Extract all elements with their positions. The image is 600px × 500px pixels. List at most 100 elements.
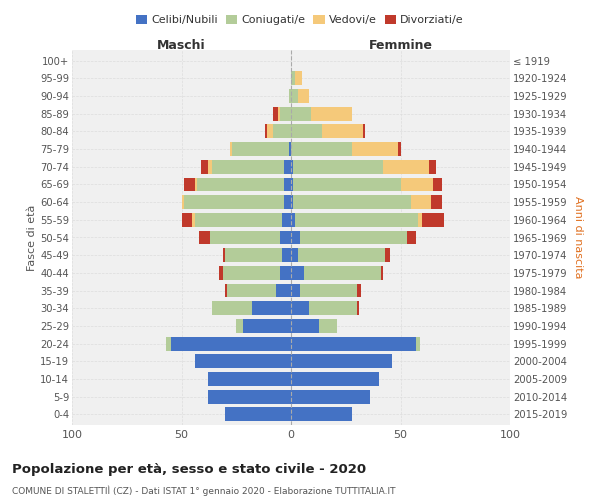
Bar [226, 284, 227, 298]
Bar [193, 213, 194, 226]
Bar [291, 72, 295, 85]
Bar [291, 408, 352, 422]
Bar [416, 336, 420, 350]
Bar [298, 248, 385, 262]
Bar [356, 284, 361, 298]
Bar [182, 213, 193, 226]
Text: Femmine: Femmine [368, 39, 433, 52]
Bar [275, 284, 291, 298]
Bar [210, 230, 280, 244]
Bar [232, 142, 289, 156]
Bar [280, 230, 291, 244]
Bar [300, 230, 407, 244]
Bar [418, 213, 422, 226]
Bar [401, 178, 433, 192]
Bar [182, 195, 184, 209]
Bar [289, 142, 291, 156]
Bar [230, 142, 232, 156]
Bar [265, 124, 267, 138]
Bar [251, 302, 291, 315]
Text: COMUNE DI STALETTIÌ (CZ) - Dati ISTAT 1° gennaio 2020 - Elaborazione TUTTITALIA.: COMUNE DI STALETTIÌ (CZ) - Dati ISTAT 1°… [12, 485, 395, 496]
Bar [422, 213, 444, 226]
Bar [284, 160, 291, 173]
Bar [291, 124, 322, 138]
Bar [291, 390, 370, 404]
Bar [280, 266, 291, 280]
Bar [212, 302, 251, 315]
Bar [274, 107, 278, 120]
Bar [194, 178, 197, 192]
Bar [201, 160, 208, 173]
Bar [291, 160, 293, 173]
Bar [289, 89, 291, 103]
Bar [208, 160, 212, 173]
Bar [293, 178, 401, 192]
Bar [398, 142, 401, 156]
Text: Maschi: Maschi [157, 39, 206, 52]
Bar [407, 230, 416, 244]
Bar [385, 248, 389, 262]
Bar [300, 284, 356, 298]
Bar [298, 89, 308, 103]
Bar [284, 195, 291, 209]
Bar [199, 230, 210, 244]
Bar [383, 160, 429, 173]
Bar [274, 124, 291, 138]
Bar [293, 195, 412, 209]
Bar [291, 354, 392, 368]
Bar [291, 302, 308, 315]
Bar [280, 107, 291, 120]
Bar [267, 124, 274, 138]
Bar [291, 319, 319, 333]
Bar [291, 178, 293, 192]
Bar [293, 160, 383, 173]
Bar [291, 248, 298, 262]
Bar [291, 195, 293, 209]
Bar [219, 266, 223, 280]
Bar [212, 160, 284, 173]
Bar [291, 230, 300, 244]
Bar [170, 336, 291, 350]
Bar [208, 372, 291, 386]
Bar [431, 195, 442, 209]
Bar [166, 336, 170, 350]
Legend: Celibi/Nubili, Coniugati/e, Vedovi/e, Divorziati/e: Celibi/Nubili, Coniugati/e, Vedovi/e, Di… [132, 10, 468, 30]
Y-axis label: Anni di nascita: Anni di nascita [573, 196, 583, 279]
Bar [291, 89, 298, 103]
Bar [223, 248, 226, 262]
Bar [197, 178, 284, 192]
Bar [291, 266, 304, 280]
Bar [282, 213, 291, 226]
Bar [291, 107, 311, 120]
Bar [291, 336, 416, 350]
Bar [194, 213, 282, 226]
Bar [226, 248, 282, 262]
Bar [291, 213, 295, 226]
Bar [356, 302, 359, 315]
Bar [284, 178, 291, 192]
Bar [227, 284, 275, 298]
Bar [243, 319, 291, 333]
Text: Popolazione per età, sesso e stato civile - 2020: Popolazione per età, sesso e stato civil… [12, 462, 366, 475]
Bar [184, 178, 194, 192]
Bar [433, 178, 442, 192]
Bar [352, 142, 398, 156]
Y-axis label: Fasce di età: Fasce di età [28, 204, 37, 270]
Bar [184, 195, 284, 209]
Bar [226, 408, 291, 422]
Bar [295, 213, 418, 226]
Bar [308, 302, 356, 315]
Bar [208, 390, 291, 404]
Bar [311, 107, 352, 120]
Bar [322, 124, 363, 138]
Bar [381, 266, 383, 280]
Bar [363, 124, 365, 138]
Bar [295, 72, 302, 85]
Bar [236, 319, 243, 333]
Bar [291, 142, 352, 156]
Bar [304, 266, 381, 280]
Bar [194, 354, 291, 368]
Bar [291, 372, 379, 386]
Bar [282, 248, 291, 262]
Bar [278, 107, 280, 120]
